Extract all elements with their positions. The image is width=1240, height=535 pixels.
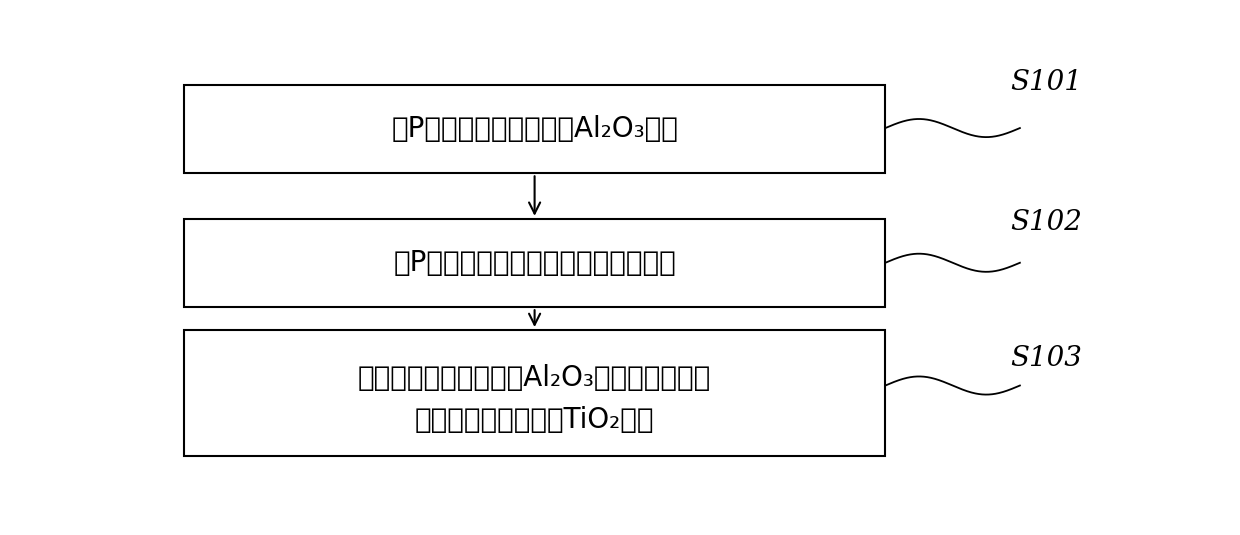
Bar <box>184 219 885 307</box>
Text: 酯经高温分解而形成TiO₂薄膜: 酯经高温分解而形成TiO₂薄膜 <box>415 407 655 434</box>
Text: 在P型硅片的背面上沉积Al₂O₃薄膜: 在P型硅片的背面上沉积Al₂O₃薄膜 <box>391 115 678 143</box>
Text: S103: S103 <box>1011 345 1083 372</box>
Text: 将P型硅片放置在加热基板上进行加热: 将P型硅片放置在加热基板上进行加热 <box>393 249 676 277</box>
Bar <box>184 85 885 173</box>
Bar <box>184 330 885 456</box>
Text: 将钛酸丁酯均匀喷涂在Al₂O₃薄膜上，钛酸丁: 将钛酸丁酯均匀喷涂在Al₂O₃薄膜上，钛酸丁 <box>358 364 712 392</box>
Text: S101: S101 <box>1011 69 1083 96</box>
Text: S102: S102 <box>1011 209 1083 236</box>
